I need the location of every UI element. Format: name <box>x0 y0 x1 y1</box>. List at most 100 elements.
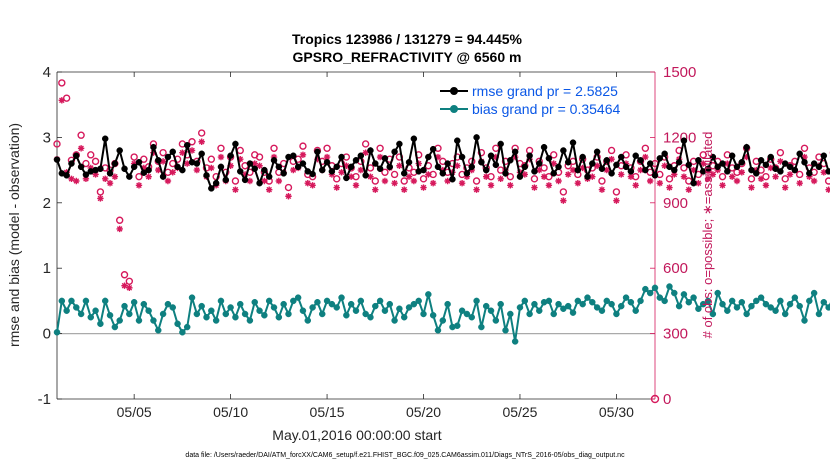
obs-possible-point <box>197 129 206 137</box>
left-y-tick-label: 0 <box>43 326 51 343</box>
rmse-point <box>564 159 572 166</box>
obs-possible-point <box>718 172 727 181</box>
obs-assimilated-point <box>497 175 504 183</box>
bias-point <box>280 300 287 308</box>
obs-possible-point <box>115 216 124 224</box>
obs-assimilated-point <box>526 156 533 163</box>
obs-assimilated-point <box>150 149 157 156</box>
obs-possible-point <box>390 170 399 179</box>
bias-point <box>690 294 697 301</box>
bias-point <box>101 297 109 305</box>
obs-assimilated-point <box>391 179 398 187</box>
bias-point <box>714 289 721 297</box>
obs-possible-point <box>91 157 100 166</box>
rmse-point <box>150 143 157 151</box>
obs-assimilated-point <box>733 177 741 185</box>
rmse-point <box>468 163 475 171</box>
obs-assimilated-point <box>405 173 413 180</box>
rmse-point <box>810 160 818 167</box>
rmse-point <box>155 157 162 164</box>
rmse-point <box>589 160 596 167</box>
obs-possible-point <box>125 277 134 285</box>
right-y-tick-label: 1500 <box>663 64 696 81</box>
bias-point <box>391 317 398 324</box>
bias-point <box>179 329 186 336</box>
bias-point <box>622 294 630 301</box>
obs-assimilated-point <box>362 149 369 156</box>
bias-point <box>733 304 741 311</box>
plot-area <box>56 71 656 400</box>
bias-point <box>724 307 731 314</box>
obs-possible-point <box>699 151 707 159</box>
rmse-point <box>820 152 828 159</box>
bias-point <box>487 307 495 314</box>
obs-assimilated-point <box>695 179 702 187</box>
obs-assimilated-point <box>782 184 789 191</box>
obs-assimilated-point <box>555 177 562 185</box>
rmse-point <box>193 160 201 167</box>
bias-point <box>294 294 302 301</box>
bias-point <box>97 320 104 328</box>
obs-assimilated-point <box>217 153 225 161</box>
obs-assimilated-point <box>690 166 697 174</box>
bias-point <box>203 314 210 321</box>
obs-assimilated-point <box>593 162 601 169</box>
left-y-tick-label: -1 <box>38 391 51 408</box>
obs-possible-point <box>559 188 568 196</box>
obs-possible-point <box>207 155 216 163</box>
bias-point <box>728 297 736 305</box>
rmse-point <box>545 155 553 162</box>
bias-point <box>497 300 504 308</box>
rmse-point <box>386 163 394 171</box>
obs-possible-point <box>323 144 331 153</box>
rmse-point <box>516 173 524 180</box>
bias-point <box>434 327 442 334</box>
left-y-axis: -1 0 1 2 3 4 <box>38 64 62 408</box>
rmse-point <box>290 152 297 159</box>
rmse-point <box>569 139 577 146</box>
obs-assimilated-point <box>743 153 750 161</box>
bias-point <box>77 310 85 318</box>
obs-assimilated-point <box>685 186 692 193</box>
bias-point <box>381 307 389 314</box>
bias-point <box>208 307 215 314</box>
rmse-point <box>497 140 504 148</box>
bias-point <box>135 317 143 324</box>
obs-assimilated-point <box>347 173 355 180</box>
bias-point <box>256 307 263 314</box>
rmse-point <box>695 157 702 164</box>
obs-possible-point <box>665 175 674 183</box>
obs-assimilated-point <box>246 177 254 185</box>
obs-assimilated-point <box>77 145 85 152</box>
bias-point <box>183 323 191 331</box>
obs-possible-point <box>58 79 66 87</box>
rmse-point <box>198 150 205 157</box>
bias-point <box>762 300 770 308</box>
obs-possible-point <box>419 175 428 183</box>
bias-point <box>820 298 828 306</box>
bias-point <box>82 297 90 305</box>
obs-possible-point <box>130 153 138 161</box>
obs-possible-point <box>781 175 789 183</box>
bias-point <box>420 310 427 318</box>
bias-point <box>463 310 471 318</box>
obs-assimilated-point <box>618 171 625 178</box>
obs-assimilated-point <box>622 160 630 167</box>
bias-point <box>246 317 254 324</box>
rmse-point <box>116 147 123 154</box>
obs-assimilated-point <box>376 153 384 161</box>
bias-point <box>574 297 582 305</box>
obs-assimilated-point <box>155 166 162 174</box>
obs-assimilated-point <box>738 169 746 176</box>
bias-point <box>429 312 437 319</box>
bias-point <box>343 312 350 319</box>
bias-point <box>92 307 99 314</box>
obs-possible-point <box>800 144 809 153</box>
bias-point <box>372 302 379 310</box>
obs-possible-point <box>82 159 90 168</box>
bias-point <box>261 312 268 319</box>
rmse-point <box>159 173 167 180</box>
obs-assimilated-point <box>540 173 548 180</box>
obs-possible-point <box>747 175 756 183</box>
rmse-point <box>560 147 567 154</box>
